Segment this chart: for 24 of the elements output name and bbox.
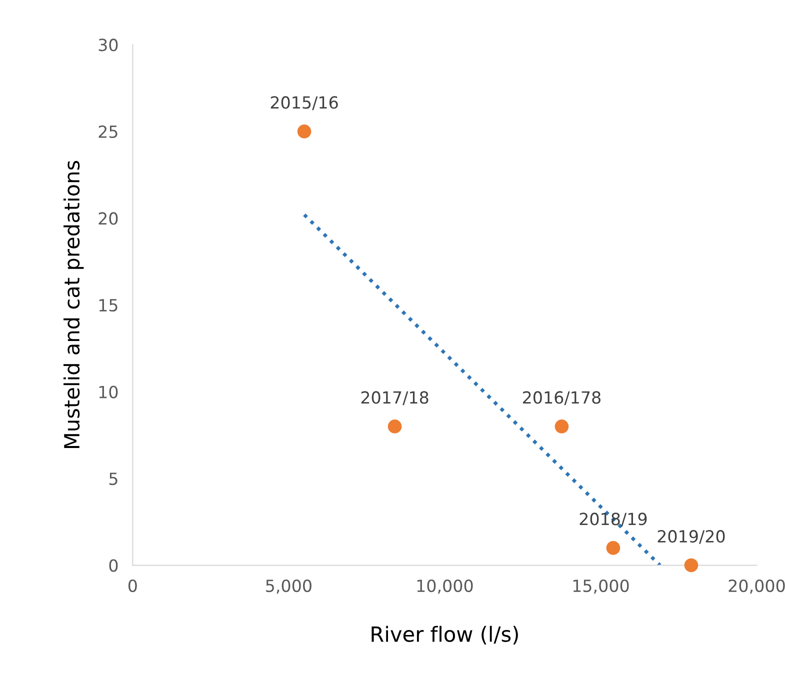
x-axis-title: River flow (l/s) bbox=[372, 626, 518, 644]
y-tick-label: 20 bbox=[98, 212, 118, 225]
annotation: 2019/20 bbox=[658, 530, 725, 544]
point bbox=[297, 124, 312, 138]
y-tick-label: 5 bbox=[109, 472, 118, 486]
y-tick-label: 0 bbox=[109, 559, 118, 572]
x-tick-label: 10,000 bbox=[417, 579, 473, 594]
point bbox=[684, 558, 698, 572]
y-tick-label: 30 bbox=[98, 38, 118, 52]
annotation: 2017/18 bbox=[361, 391, 428, 406]
y-tick-label: 15 bbox=[99, 299, 118, 312]
x-tick-label: 15,000 bbox=[573, 579, 629, 594]
x-tick-label: 0 bbox=[128, 579, 137, 592]
annotation: 2015/16 bbox=[270, 96, 338, 110]
y-tick-label: 25 bbox=[98, 125, 118, 138]
point bbox=[388, 420, 402, 434]
annotation: 2018/19 bbox=[580, 512, 647, 527]
y-axis-title: Mustelid and cat predations bbox=[64, 160, 84, 448]
annotation: 2016/178 bbox=[523, 391, 600, 406]
x-tick-label: 20,000 bbox=[728, 579, 785, 594]
x-tick-label: 5,000 bbox=[266, 579, 312, 594]
point bbox=[606, 541, 620, 555]
y-tick-label: 10 bbox=[99, 386, 118, 398]
point bbox=[554, 420, 569, 434]
